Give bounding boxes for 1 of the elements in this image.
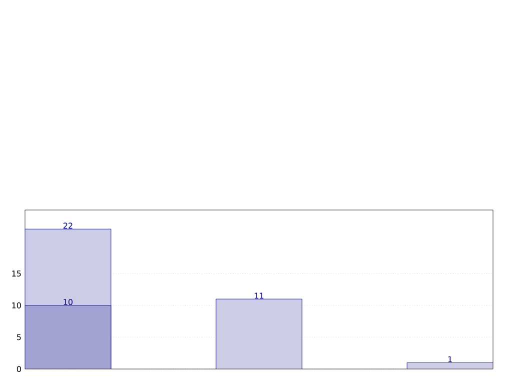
bar: [216, 298, 302, 369]
